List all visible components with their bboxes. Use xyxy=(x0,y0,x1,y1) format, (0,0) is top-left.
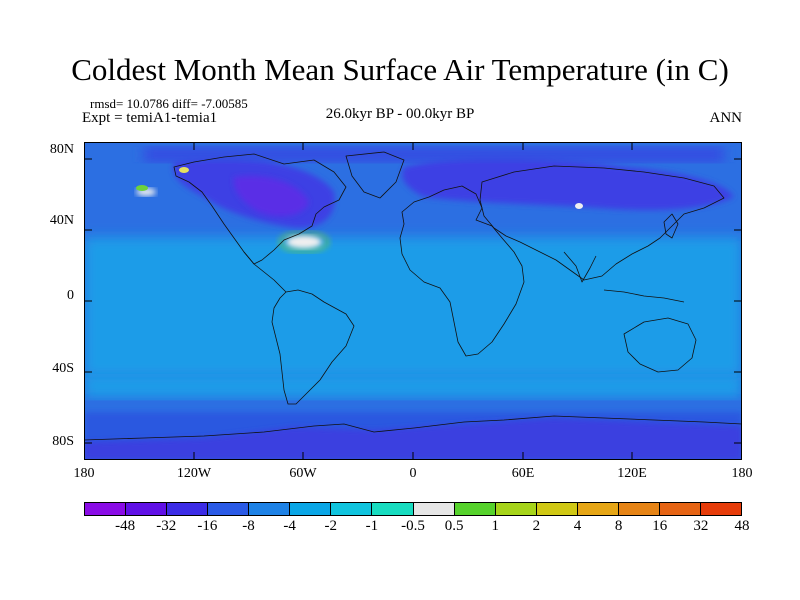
colorbar-label: 16 xyxy=(652,518,668,534)
eurasia-cold xyxy=(402,157,734,210)
colorbar-cell xyxy=(249,503,291,515)
indonesia-coast xyxy=(603,289,685,303)
colorbar-cell xyxy=(413,503,455,515)
south-america-coast xyxy=(271,289,355,405)
lon-tick-label: 180 xyxy=(731,466,753,481)
asia-coast xyxy=(479,165,725,281)
pacific-green-spot xyxy=(136,185,148,191)
stats-label: rmsd= 10.0786 diff= -7.00585 xyxy=(90,96,248,111)
lat-tick-label: 40S xyxy=(52,361,74,376)
australia-coast xyxy=(623,317,697,373)
atlantic-neutral-spot xyxy=(286,235,322,249)
colorbar-cell xyxy=(495,503,537,515)
atlantic-green-ring xyxy=(279,231,329,253)
colorbar-cell xyxy=(290,503,332,515)
greenland-coast xyxy=(345,151,405,199)
colorbar-cell xyxy=(85,503,127,515)
experiment-label: Expt = temiA1-temia1 xyxy=(82,110,218,126)
alaska-spot xyxy=(179,167,189,173)
india-coast xyxy=(563,251,597,283)
lon-tick-label: 60E xyxy=(511,466,535,481)
lon-tick-label: 60W xyxy=(289,466,317,481)
colorbar-label: -4 xyxy=(283,518,296,534)
lat-tick-label: 40N xyxy=(49,213,74,228)
colorbar-label: -2 xyxy=(324,518,338,534)
colorbar-label: -48 xyxy=(115,518,136,534)
colorbar-label: -16 xyxy=(197,518,218,534)
period-label: 26.0kyr BP - 00.0kyr BP xyxy=(325,106,475,122)
colorbar-cell xyxy=(700,503,741,515)
central-america-coast xyxy=(243,251,287,293)
europe-africa-coast xyxy=(399,185,525,357)
colorbar-label: -32 xyxy=(156,518,177,534)
lat-tick-label: 0 xyxy=(67,288,74,303)
tropical-band xyxy=(84,237,742,377)
colorbar-label: 0.5 xyxy=(444,518,464,534)
colorbar-label: -8 xyxy=(242,518,255,534)
colorbar-cell xyxy=(208,503,250,515)
north-america-coast xyxy=(173,153,347,265)
arctic-cold xyxy=(144,147,724,162)
colorbar-cell xyxy=(454,503,496,515)
colorbar-label: 8 xyxy=(614,518,623,534)
lat-tick-label: 80N xyxy=(49,142,74,157)
southern-band xyxy=(84,374,742,398)
colorbar xyxy=(84,502,742,516)
colorbar-cell xyxy=(536,503,578,515)
colorbar-cell xyxy=(126,503,168,515)
colorbar-label: 48 xyxy=(734,518,750,534)
coastlines xyxy=(84,151,742,441)
colorbar-label: 2 xyxy=(532,518,541,534)
japan-coast xyxy=(663,213,679,239)
antarctica-coast xyxy=(84,415,742,441)
colorbar-cell xyxy=(618,503,660,515)
north-america-deep xyxy=(233,175,309,217)
lon-tick-label: 180 xyxy=(73,466,95,481)
map-ticks xyxy=(84,142,742,460)
colorbar-cell xyxy=(659,503,701,515)
antarctica-deep xyxy=(84,418,742,460)
colorbar-cell xyxy=(167,503,209,515)
lat-tick-label: 80S xyxy=(52,434,74,449)
colorbar-label: -1 xyxy=(365,518,379,534)
temperature-map xyxy=(84,142,742,460)
colorbar-cell xyxy=(331,503,373,515)
season-label: ANN xyxy=(709,110,743,126)
lon-tick-label: 120E xyxy=(617,466,647,481)
map-title: Coldest Month Mean Surface Air Temperatu… xyxy=(71,52,729,87)
colorbar-cell xyxy=(577,503,619,515)
lon-tick-label: 0 xyxy=(409,466,417,481)
colorbar-cell xyxy=(372,503,414,515)
colorbar-label: 4 xyxy=(573,518,582,534)
lon-tick-label: 120W xyxy=(176,466,212,481)
tibet-spot xyxy=(575,203,583,209)
colorbar-label: 32 xyxy=(693,518,709,534)
colorbar-label: 1 xyxy=(491,518,500,534)
colorbar-label: -0.5 xyxy=(401,518,425,534)
